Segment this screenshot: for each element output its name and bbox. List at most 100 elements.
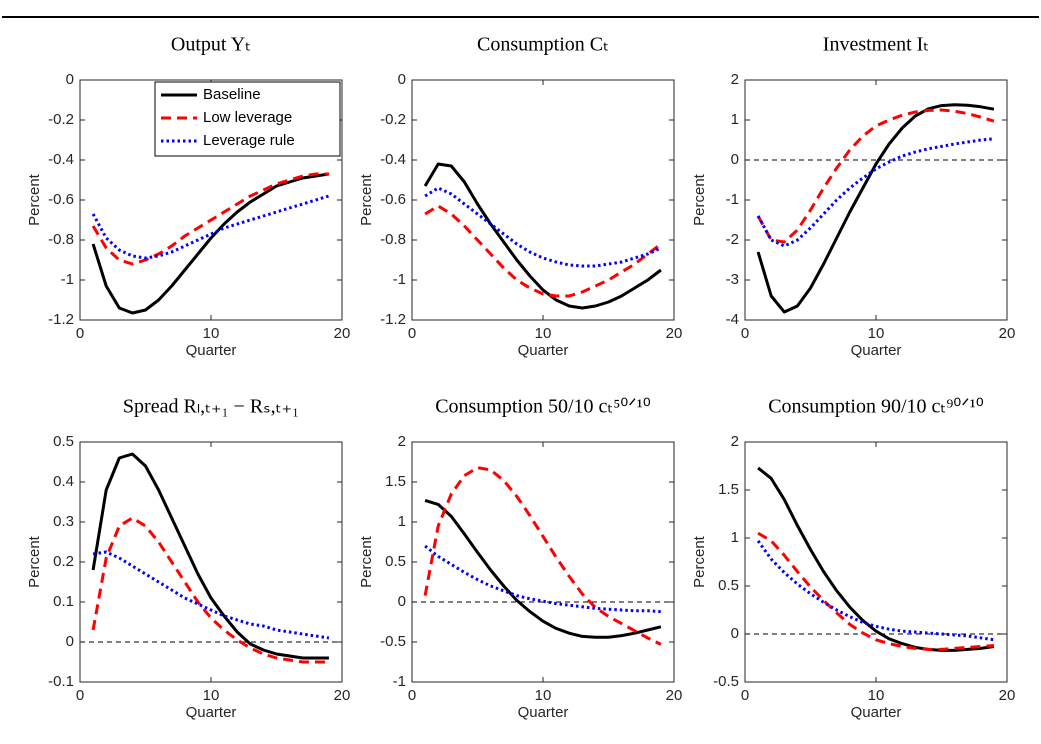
y-tick-label: -1 <box>61 271 74 288</box>
plot-area <box>745 442 1007 682</box>
x-tick-label: 10 <box>535 687 552 704</box>
x-axis-label: Quarter <box>518 342 569 359</box>
legend-label: Baseline <box>203 86 261 103</box>
y-tick-label: 0.5 <box>385 553 406 570</box>
y-tick-label: -0.2 <box>48 111 74 128</box>
series-line <box>424 204 662 298</box>
y-axis-label: Percent <box>358 535 375 588</box>
x-axis-label: Quarter <box>186 704 237 721</box>
series-line <box>91 172 329 266</box>
x-tick-label: 20 <box>666 687 683 704</box>
y-tick-label: 0 <box>731 151 739 168</box>
chart-title: Output Yₜ <box>171 34 251 56</box>
x-tick-label: 10 <box>203 325 220 342</box>
series-line <box>756 137 995 248</box>
y-tick-label: -1 <box>393 271 406 288</box>
series-line <box>424 186 662 268</box>
chart-title: Consumption Cₜ <box>477 34 609 56</box>
y-tick-label: -0.6 <box>48 191 74 208</box>
y-axis-label: Percent <box>26 173 43 226</box>
series-line <box>423 466 662 646</box>
plot-area <box>745 80 1007 320</box>
y-tick-label: 0.1 <box>53 593 74 610</box>
x-tick-label: 0 <box>408 687 416 704</box>
plot-area <box>412 80 674 320</box>
y-tick-label: 0.2 <box>53 553 74 570</box>
axes-box <box>411 441 675 683</box>
series-line <box>424 498 662 639</box>
x-tick-label: 20 <box>999 325 1016 342</box>
y-tick-label: -0.5 <box>713 673 739 690</box>
series-line <box>91 516 329 664</box>
series-line <box>756 540 995 642</box>
y-tick-label: -4 <box>726 311 739 328</box>
x-tick-label: 20 <box>334 325 351 342</box>
y-axis-label: Percent <box>691 173 708 226</box>
chart-title: Investment Iₜ <box>823 34 929 56</box>
x-tick-label: 10 <box>868 687 885 704</box>
y-tick-label: -0.8 <box>380 231 406 248</box>
plot-area <box>80 442 342 682</box>
x-tick-label: 20 <box>334 687 351 704</box>
y-tick-label: 0.3 <box>53 513 74 530</box>
y-tick-label: -0.5 <box>380 633 406 650</box>
y-tick-label: 2 <box>731 71 739 88</box>
x-tick-label: 0 <box>76 325 84 342</box>
y-tick-label: -1.2 <box>380 311 406 328</box>
x-axis-label: Quarter <box>186 342 237 359</box>
chart-title: Consumption 90/10 cₜ⁹⁰ᐟ¹⁰ <box>768 396 984 418</box>
series-line <box>91 172 330 315</box>
x-tick-label: 10 <box>535 325 552 342</box>
y-tick-label: -3 <box>726 271 739 288</box>
y-tick-label: 0 <box>398 593 406 610</box>
y-tick-label: 1.5 <box>385 473 406 490</box>
x-tick-label: 0 <box>741 687 749 704</box>
y-tick-label: -0.1 <box>48 673 74 690</box>
y-tick-label: -0.4 <box>380 151 406 168</box>
x-axis-label: Quarter <box>851 342 902 359</box>
x-tick-label: 20 <box>666 325 683 342</box>
x-tick-label: 10 <box>868 325 885 342</box>
x-axis-label: Quarter <box>851 704 902 721</box>
axes-box <box>411 79 675 321</box>
y-tick-label: -0.8 <box>48 231 74 248</box>
chart-title: Consumption 50/10 cₜ⁵⁰ᐟ¹⁰ <box>435 396 651 418</box>
axes-box <box>79 79 343 321</box>
y-tick-label: 1.5 <box>718 481 739 498</box>
legend-label: Leverage rule <box>203 132 295 149</box>
series-line <box>91 194 330 260</box>
series-line <box>756 103 995 314</box>
series-line <box>92 550 330 640</box>
y-tick-label: 0.5 <box>718 577 739 594</box>
axes-box <box>79 441 343 683</box>
series-line <box>91 452 329 660</box>
x-tick-label: 10 <box>203 687 220 704</box>
y-tick-label: 0.5 <box>53 433 74 450</box>
legend: Baseline Low leverage Leverage rule <box>154 81 341 157</box>
y-axis-label: Percent <box>691 535 708 588</box>
series-line <box>757 531 995 651</box>
plot-area <box>412 442 674 682</box>
y-tick-label: 1 <box>731 111 739 128</box>
y-tick-label: 1 <box>731 529 739 546</box>
y-axis-label: Percent <box>358 173 375 226</box>
y-tick-label: 0 <box>731 625 739 642</box>
legend-label: Low leverage <box>203 109 292 126</box>
y-tick-label: 2 <box>398 433 406 450</box>
y-tick-label: -0.4 <box>48 151 74 168</box>
y-tick-label: 0.4 <box>53 473 74 490</box>
series-line <box>757 466 995 652</box>
y-tick-label: 1 <box>398 513 406 530</box>
chart-title: Spread Rₗ,ₜ₊₁ − Rₛ,ₜ₊₁ <box>123 396 299 418</box>
x-tick-label: 0 <box>741 325 749 342</box>
y-tick-label: -2 <box>726 231 739 248</box>
y-tick-label: 0 <box>66 71 74 88</box>
y-tick-label: 2 <box>731 433 739 450</box>
y-tick-label: 0 <box>66 633 74 650</box>
x-tick-label: 0 <box>76 687 84 704</box>
y-tick-label: -1.2 <box>48 311 74 328</box>
x-tick-label: 20 <box>999 687 1016 704</box>
y-tick-label: -1 <box>726 191 739 208</box>
axes-box <box>744 79 1008 321</box>
